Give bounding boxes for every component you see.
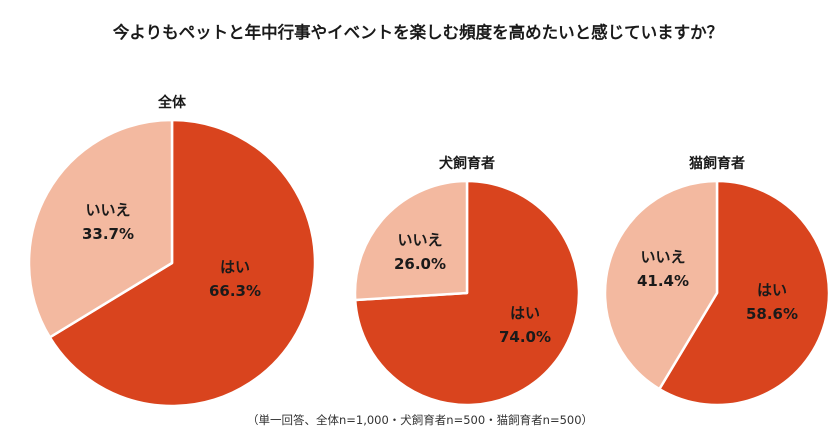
pie-slice-dog-no: [353, 179, 469, 302]
slice-label-all-yes: はい: [220, 258, 250, 276]
pie-title-cat: 猫飼育者: [689, 155, 745, 172]
slice-value-dog-no: 26.0%: [394, 255, 446, 273]
slice-label-dog-no: いいえ: [397, 231, 442, 249]
pie-slice-cat-yes: [658, 179, 831, 407]
slice-value-dog-yes: 74.0%: [499, 328, 551, 346]
slice-label-cat-yes: はい: [757, 281, 787, 299]
slice-label-dog-yes: はい: [510, 304, 540, 322]
slice-value-cat-no: 41.4%: [637, 272, 689, 290]
slice-value-all-yes: 66.3%: [209, 282, 261, 300]
pie-title-all: 全体: [157, 94, 187, 111]
slice-value-cat-yes: 58.6%: [746, 305, 798, 323]
pie-slice-all-yes: [48, 118, 317, 408]
chart-footnote: （単一回答、全体n=1,000・犬飼育者n=500・猫飼育者n=500）: [247, 413, 593, 427]
pie-slice-cat-no: [603, 179, 719, 391]
pie-slice-all-no: [27, 118, 174, 339]
slice-label-all-no: いいえ: [85, 201, 130, 219]
slice-label-cat-no: いいえ: [640, 248, 685, 266]
pie-title-dog: 犬飼育者: [439, 155, 495, 172]
slice-value-all-no: 33.7%: [82, 225, 134, 243]
chart-title: 今よりもペットと年中行事やイベントを楽しむ頻度を高めたいと感じていますか？: [112, 22, 723, 42]
